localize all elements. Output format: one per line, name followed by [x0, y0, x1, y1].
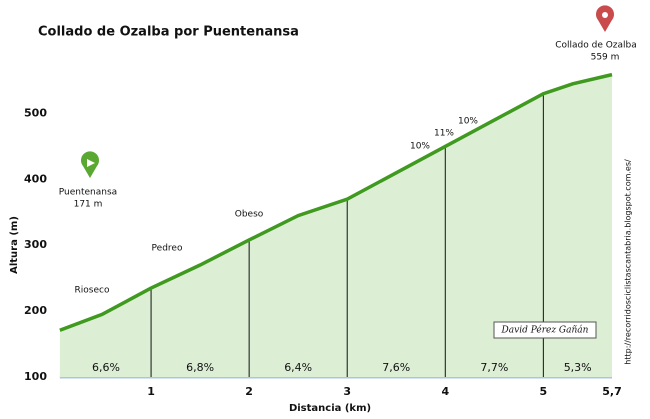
plot-area: 100 200 300 400 500 1 2 3 4 5 5,7 6,6% 6,8% 6,4% 7,6% 7…: [24, 72, 622, 398]
segment-gradient: 7,6%: [382, 361, 410, 374]
start-pin: [81, 151, 99, 178]
start-elevation: 171 m: [74, 200, 103, 210]
y-tick-label: 500: [24, 106, 47, 119]
signature-box: [493, 321, 597, 339]
point-annotation: Obeso: [235, 210, 264, 220]
segment-gradient: 5,3%: [564, 361, 592, 374]
y-tick-label: 100: [24, 370, 47, 383]
y-tick-label: 300: [24, 238, 47, 251]
point-annotation: 11%: [434, 129, 454, 139]
x-tick-label: 3: [343, 385, 351, 398]
end-pin: [596, 5, 614, 32]
y-tick-label: 200: [24, 304, 47, 317]
point-annotation: 10%: [458, 117, 478, 127]
end-elevation: 559 m: [591, 53, 620, 63]
y-tick-label: 400: [24, 172, 47, 185]
chart-title: Collado de Ozalba por Puentenansa: [38, 25, 299, 40]
y-axis-label: Altura (m): [9, 216, 20, 274]
x-tick-label: 5,7: [602, 385, 622, 398]
website: http://recorridosciclistascantabria.blog…: [624, 159, 633, 365]
x-tick-label: 2: [245, 385, 253, 398]
profile-line: [59, 72, 613, 332]
segment-gradient: 6,4%: [284, 361, 312, 374]
area-fill: [59, 74, 612, 378]
segment-gradient: 6,6%: [92, 361, 120, 374]
point-annotation: 10%: [410, 142, 430, 152]
x-axis-label: Distancia (km): [289, 403, 371, 414]
end-name: Collado de Ozalba: [555, 41, 637, 51]
x-tick-label: 5: [540, 385, 548, 398]
segment-gradient: 7,7%: [480, 361, 508, 374]
signature: David Pérez Gañán: [501, 325, 589, 336]
segment-gradient: 6,8%: [186, 361, 214, 374]
x-tick-label: 4: [441, 385, 449, 398]
x-tick-label: 1: [147, 385, 155, 398]
start-name: Puentenansa: [59, 188, 117, 198]
point-annotation: Rioseco: [75, 286, 110, 296]
point-annotation: Pedreo: [152, 244, 183, 254]
